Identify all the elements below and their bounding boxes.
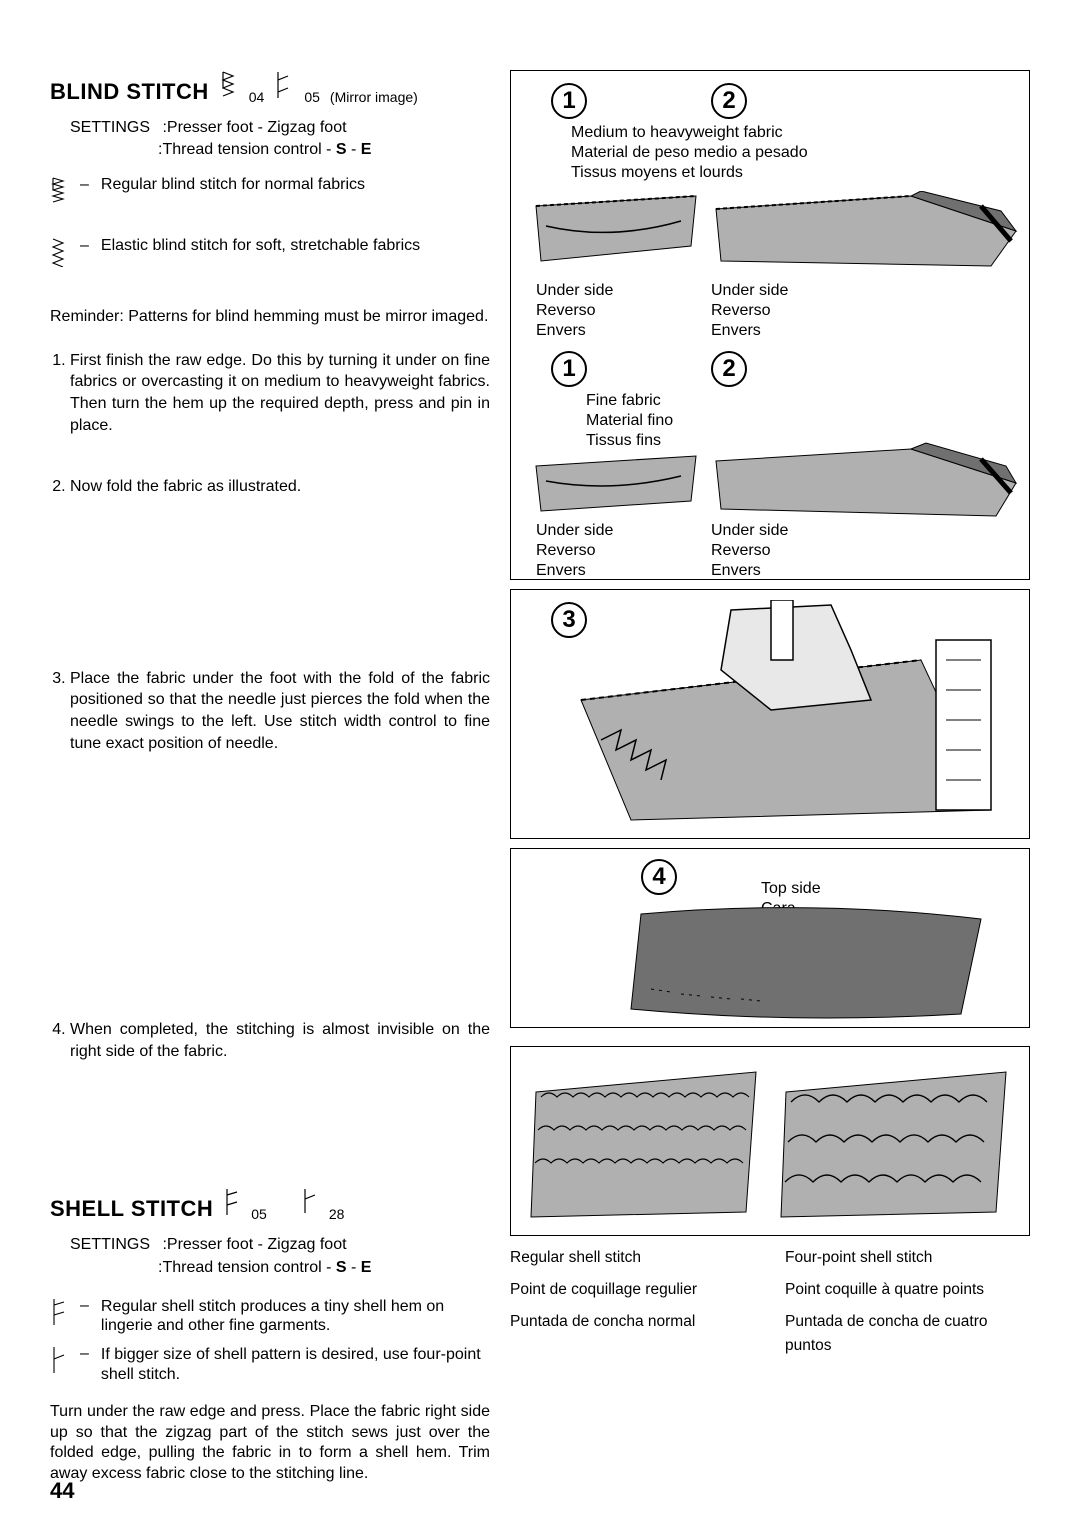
underside-2b: Under side Reverso Envers bbox=[711, 521, 788, 581]
fine-fabric-label: Fine fabric Material fino Tissus fins bbox=[586, 391, 673, 451]
shell-setting-presser: :Presser foot - Zigzag foot bbox=[162, 1236, 346, 1253]
fabric-fine-1 bbox=[531, 451, 701, 531]
elastic-blind-text: Elastic blind stitch for soft, stretchab… bbox=[101, 237, 420, 255]
shell-icon-05 bbox=[223, 1187, 241, 1222]
shell-icon-28 bbox=[301, 1187, 319, 1222]
shell-stitch-title-row: SHELL STITCH 05 28 bbox=[50, 1187, 490, 1222]
shell-code-05: 05 bbox=[251, 1206, 267, 1222]
mirror-label: (Mirror image) bbox=[330, 89, 418, 105]
step-2: Now fold the fabric as illustrated. bbox=[70, 476, 490, 498]
presser-foot-diagram bbox=[571, 600, 1011, 830]
shell-setting-tension-prefix: :Thread tension control - bbox=[158, 1259, 336, 1276]
underside-1a: Under side Reverso Envers bbox=[536, 281, 613, 341]
code-04: 04 bbox=[249, 89, 265, 105]
diagram-panel-4: 4 Top side Cara Endroit bbox=[510, 848, 1030, 1028]
diagram-panel-1-2: 1 2 Medium to heavyweight fabric Materia… bbox=[510, 70, 1030, 580]
shell-reg-es: Puntada de concha normal bbox=[510, 1310, 755, 1334]
shell-setting-e: E bbox=[361, 1259, 372, 1276]
setting-e: E bbox=[361, 141, 372, 158]
blind-stitch-title: BLIND STITCH bbox=[50, 79, 209, 105]
setting-dash: - bbox=[347, 141, 361, 158]
shell-reg-text: Regular shell stitch produces a tiny she… bbox=[101, 1297, 490, 1335]
shell-four-icon bbox=[50, 1345, 68, 1380]
diagram-panel-3: 3 bbox=[510, 589, 1030, 839]
circle-1a: 1 bbox=[551, 83, 587, 119]
circle-2a: 2 bbox=[711, 83, 747, 119]
page-number: 44 bbox=[50, 1478, 74, 1504]
shell-four-es: Puntada de concha de cuatro puntos bbox=[785, 1310, 1030, 1358]
shell-code-28: 28 bbox=[329, 1206, 345, 1222]
shell-four-desc: – If bigger size of shell pattern is des… bbox=[50, 1345, 490, 1383]
shell-stitch-panel bbox=[510, 1046, 1030, 1236]
shell-settings: SETTINGS :Presser foot - Zigzag foot :Th… bbox=[70, 1234, 490, 1279]
underside-1b: Under side Reverso Envers bbox=[536, 521, 613, 581]
regular-blind-icon bbox=[50, 176, 68, 211]
elastic-blind-desc: – Elastic blind stitch for soft, stretch… bbox=[50, 237, 490, 272]
shell-para: Turn under the raw edge and press. Place… bbox=[50, 1402, 490, 1485]
shell-reg-desc: – Regular shell stitch produces a tiny s… bbox=[50, 1297, 490, 1335]
stitch-icon-04 bbox=[219, 70, 239, 105]
regular-shell-diagram bbox=[526, 1062, 766, 1222]
settings-label-2: SETTINGS bbox=[70, 1234, 158, 1256]
circle-4: 4 bbox=[641, 859, 677, 895]
shell-four-text: If bigger size of shell pattern is desir… bbox=[101, 1345, 490, 1383]
regular-blind-desc: – Regular blind stitch for normal fabric… bbox=[50, 176, 490, 211]
circle-2b: 2 bbox=[711, 351, 747, 387]
fourpoint-shell-diagram bbox=[776, 1062, 1016, 1222]
shell-reg-icon bbox=[50, 1297, 68, 1332]
heavy-fabric-label: Medium to heavyweight fabric Material de… bbox=[571, 123, 808, 183]
fabric-heavy-2 bbox=[711, 191, 1021, 291]
topside-fabric bbox=[611, 904, 991, 1024]
shell-stitch-title: SHELL STITCH bbox=[50, 1196, 213, 1222]
step-4: When completed, the stitching is almost … bbox=[70, 1019, 490, 1062]
reminder-text: Reminder: Patterns for blind hemming mus… bbox=[50, 308, 490, 326]
setting-tension-prefix: :Thread tension control - bbox=[158, 141, 336, 158]
shell-setting-dash: - bbox=[347, 1259, 361, 1276]
blind-settings: SETTINGS :Presser foot - Zigzag foot :Th… bbox=[70, 117, 490, 162]
regular-blind-text: Regular blind stitch for normal fabrics bbox=[101, 176, 365, 194]
settings-label: SETTINGS bbox=[70, 117, 158, 139]
step-1: First finish the raw edge. Do this by tu… bbox=[70, 350, 490, 436]
shell-reg-fr: Point de coquillage regulier bbox=[510, 1278, 755, 1302]
setting-presser: :Presser foot - Zigzag foot bbox=[162, 119, 346, 136]
blind-stitch-title-row: BLIND STITCH 04 05 (Mirror image) bbox=[50, 70, 490, 105]
stitch-icon-05 bbox=[274, 70, 294, 105]
shell-four-fr: Point coquille à quatre points bbox=[785, 1278, 1030, 1302]
setting-s: S bbox=[336, 141, 347, 158]
shell-labels-row: Regular shell stitch Point de coquillage… bbox=[510, 1246, 1030, 1358]
shell-four-en: Four-point shell stitch bbox=[785, 1246, 1030, 1270]
circle-1b: 1 bbox=[551, 351, 587, 387]
shell-setting-s: S bbox=[336, 1259, 347, 1276]
steps-list: First finish the raw edge. Do this by tu… bbox=[50, 350, 490, 1063]
code-05: 05 bbox=[304, 89, 320, 105]
shell-reg-en: Regular shell stitch bbox=[510, 1246, 755, 1270]
elastic-blind-icon bbox=[50, 237, 68, 272]
underside-2a: Under side Reverso Envers bbox=[711, 281, 788, 341]
step-3: Place the fabric under the foot with the… bbox=[70, 668, 490, 754]
fabric-heavy-1 bbox=[531, 191, 701, 281]
